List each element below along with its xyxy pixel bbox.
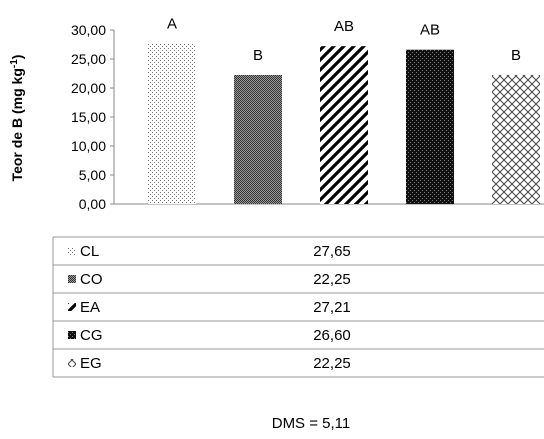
bar-co: [234, 74, 282, 204]
significance-letter: B: [511, 47, 521, 64]
bar-cl: [148, 43, 196, 204]
y-tick-label: 15,00: [71, 109, 106, 125]
table-category-label: EG: [80, 355, 102, 372]
y-tick-label: 20,00: [71, 80, 106, 96]
bar-cg: [406, 49, 454, 204]
y-axis-ticks: 0,00 5,00 10,00 15,00 20,00 25,00 30,00: [71, 22, 114, 212]
table-value: 27,21: [313, 299, 351, 316]
bar-eg: [492, 74, 540, 204]
y-tick-label: 30,00: [71, 22, 106, 38]
bar-ea: [320, 46, 368, 204]
significance-letter: AB: [420, 22, 440, 39]
table-value: 26,60: [313, 327, 351, 344]
bars: [148, 43, 540, 204]
y-tick-label: 0,00: [79, 196, 106, 212]
y-tick-label: 10,00: [71, 138, 106, 154]
legend-swatch-co: [68, 275, 76, 283]
table-value: 27,65: [313, 243, 351, 260]
significance-letter: B: [253, 47, 263, 64]
significance-letter: AB: [334, 18, 354, 35]
legend-swatch-ea: [68, 303, 76, 311]
table-value: 22,25: [313, 271, 351, 288]
table-category-label: EA: [80, 299, 100, 316]
y-tick-label: 25,00: [71, 51, 106, 67]
legend-swatch-cg: [68, 331, 76, 339]
table-category-label: CL: [80, 243, 99, 260]
table-category-label: CG: [80, 327, 103, 344]
legend-swatch-cl: [68, 247, 76, 255]
table-value: 22,25: [313, 355, 351, 372]
dms-annotation: DMS = 5,11: [272, 415, 351, 432]
y-axis-label: Teor de B (mg kg-1): [9, 55, 26, 182]
table-category-label: CO: [80, 271, 103, 288]
significance-letter: A: [167, 16, 177, 33]
legend-swatch-eg: [68, 359, 76, 367]
y-tick-label: 5,00: [79, 167, 106, 183]
data-table: CL 27,65 CO 22,25 EA 27,21 CG 26,60 EG 22,25: [52, 236, 544, 378]
